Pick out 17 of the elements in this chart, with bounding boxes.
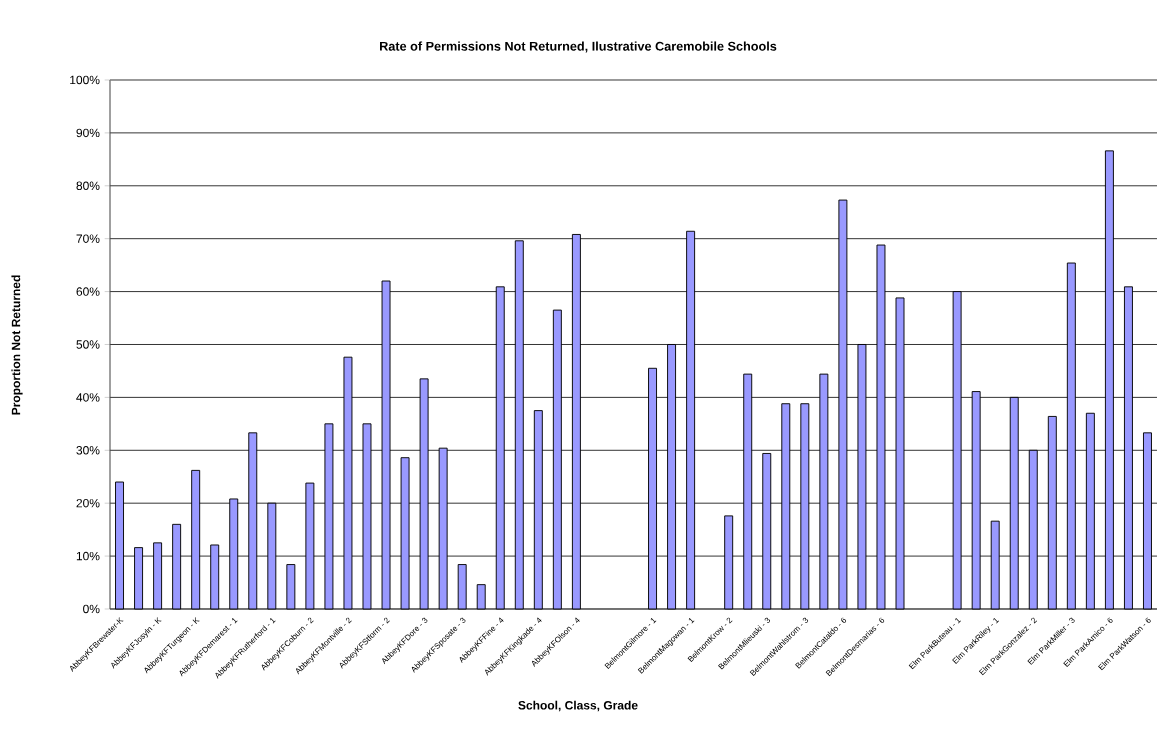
bar: [457, 564, 467, 610]
y-tick-label: 0%: [83, 604, 100, 614]
y-tick-label: 100%: [70, 75, 100, 85]
x-axis-title: School, Class, Grade: [518, 700, 638, 712]
y-tick-label: 10%: [76, 551, 100, 561]
y-tick-label: 40%: [76, 393, 100, 402]
y-tick-label: 20%: [76, 498, 100, 508]
y-tick-label: 80%: [76, 181, 100, 191]
y-tick-label: 70%: [76, 234, 100, 243]
chart-title: Rate of Permissions Not Returned, Ilustrative Caremobile Schools: [380, 41, 777, 53]
y-tick-label: 60%: [76, 287, 100, 296]
bar: [286, 564, 296, 610]
y-tick-label: 90%: [76, 128, 100, 138]
y-tick-label: 30%: [76, 446, 100, 455]
y-axis-title: Proportion Not Returned: [11, 275, 23, 415]
bar: [476, 584, 486, 610]
y-tick-label: 50%: [76, 340, 100, 349]
